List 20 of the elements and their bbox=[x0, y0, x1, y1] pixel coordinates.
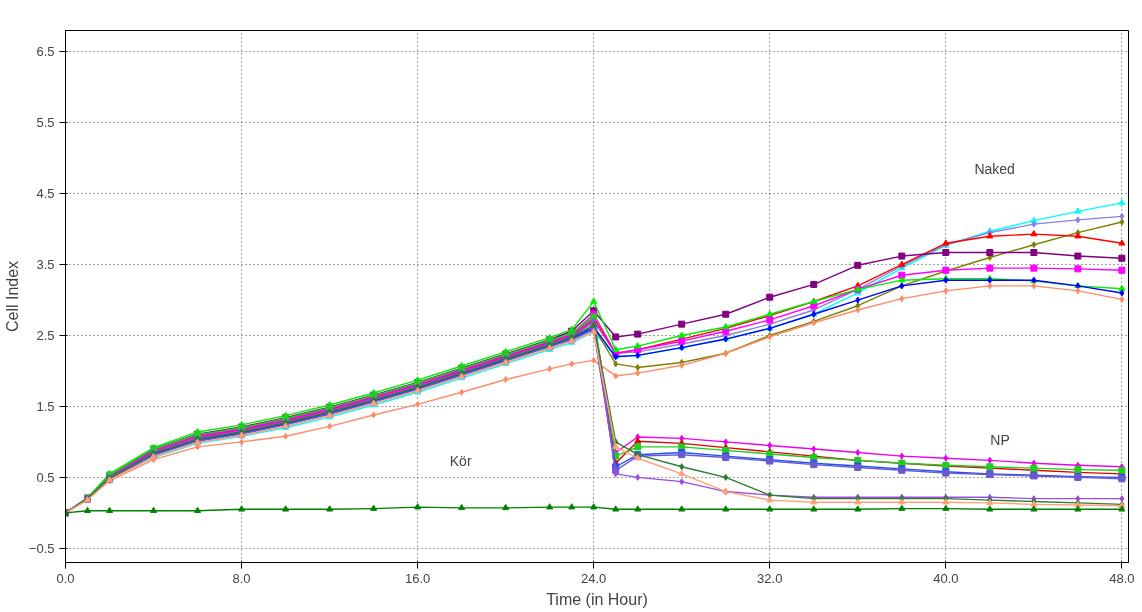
y-tick-label: −0.5 bbox=[28, 540, 55, 556]
x-tick-label: 8.0 bbox=[232, 570, 251, 586]
y-tick-label: 0.5 bbox=[36, 469, 55, 485]
annotation: Naked bbox=[974, 160, 1015, 177]
x-tick-label: 32.0 bbox=[757, 570, 783, 586]
y-tick-label: 6.5 bbox=[36, 44, 55, 60]
annotation: NP bbox=[990, 432, 1010, 449]
x-tick-label: 24.0 bbox=[581, 570, 607, 586]
y-axis-title: Cell Index bbox=[3, 260, 21, 333]
y-tick-label: 3.5 bbox=[36, 257, 55, 273]
y-tick-label: 4.5 bbox=[36, 186, 55, 202]
annotation: Kör bbox=[449, 453, 472, 470]
y-tick-label: 1.5 bbox=[36, 398, 55, 414]
x-tick-label: 40.0 bbox=[933, 570, 959, 586]
y-tick-label: 5.5 bbox=[36, 115, 55, 131]
x-tick-label: 16.0 bbox=[404, 570, 431, 586]
y-tick-label: 2.5 bbox=[36, 328, 55, 344]
x-tick-label: 48.0 bbox=[1109, 570, 1135, 586]
x-tick-label: 0.0 bbox=[56, 570, 75, 586]
x-axis-title: Time (in Hour) bbox=[546, 590, 648, 608]
